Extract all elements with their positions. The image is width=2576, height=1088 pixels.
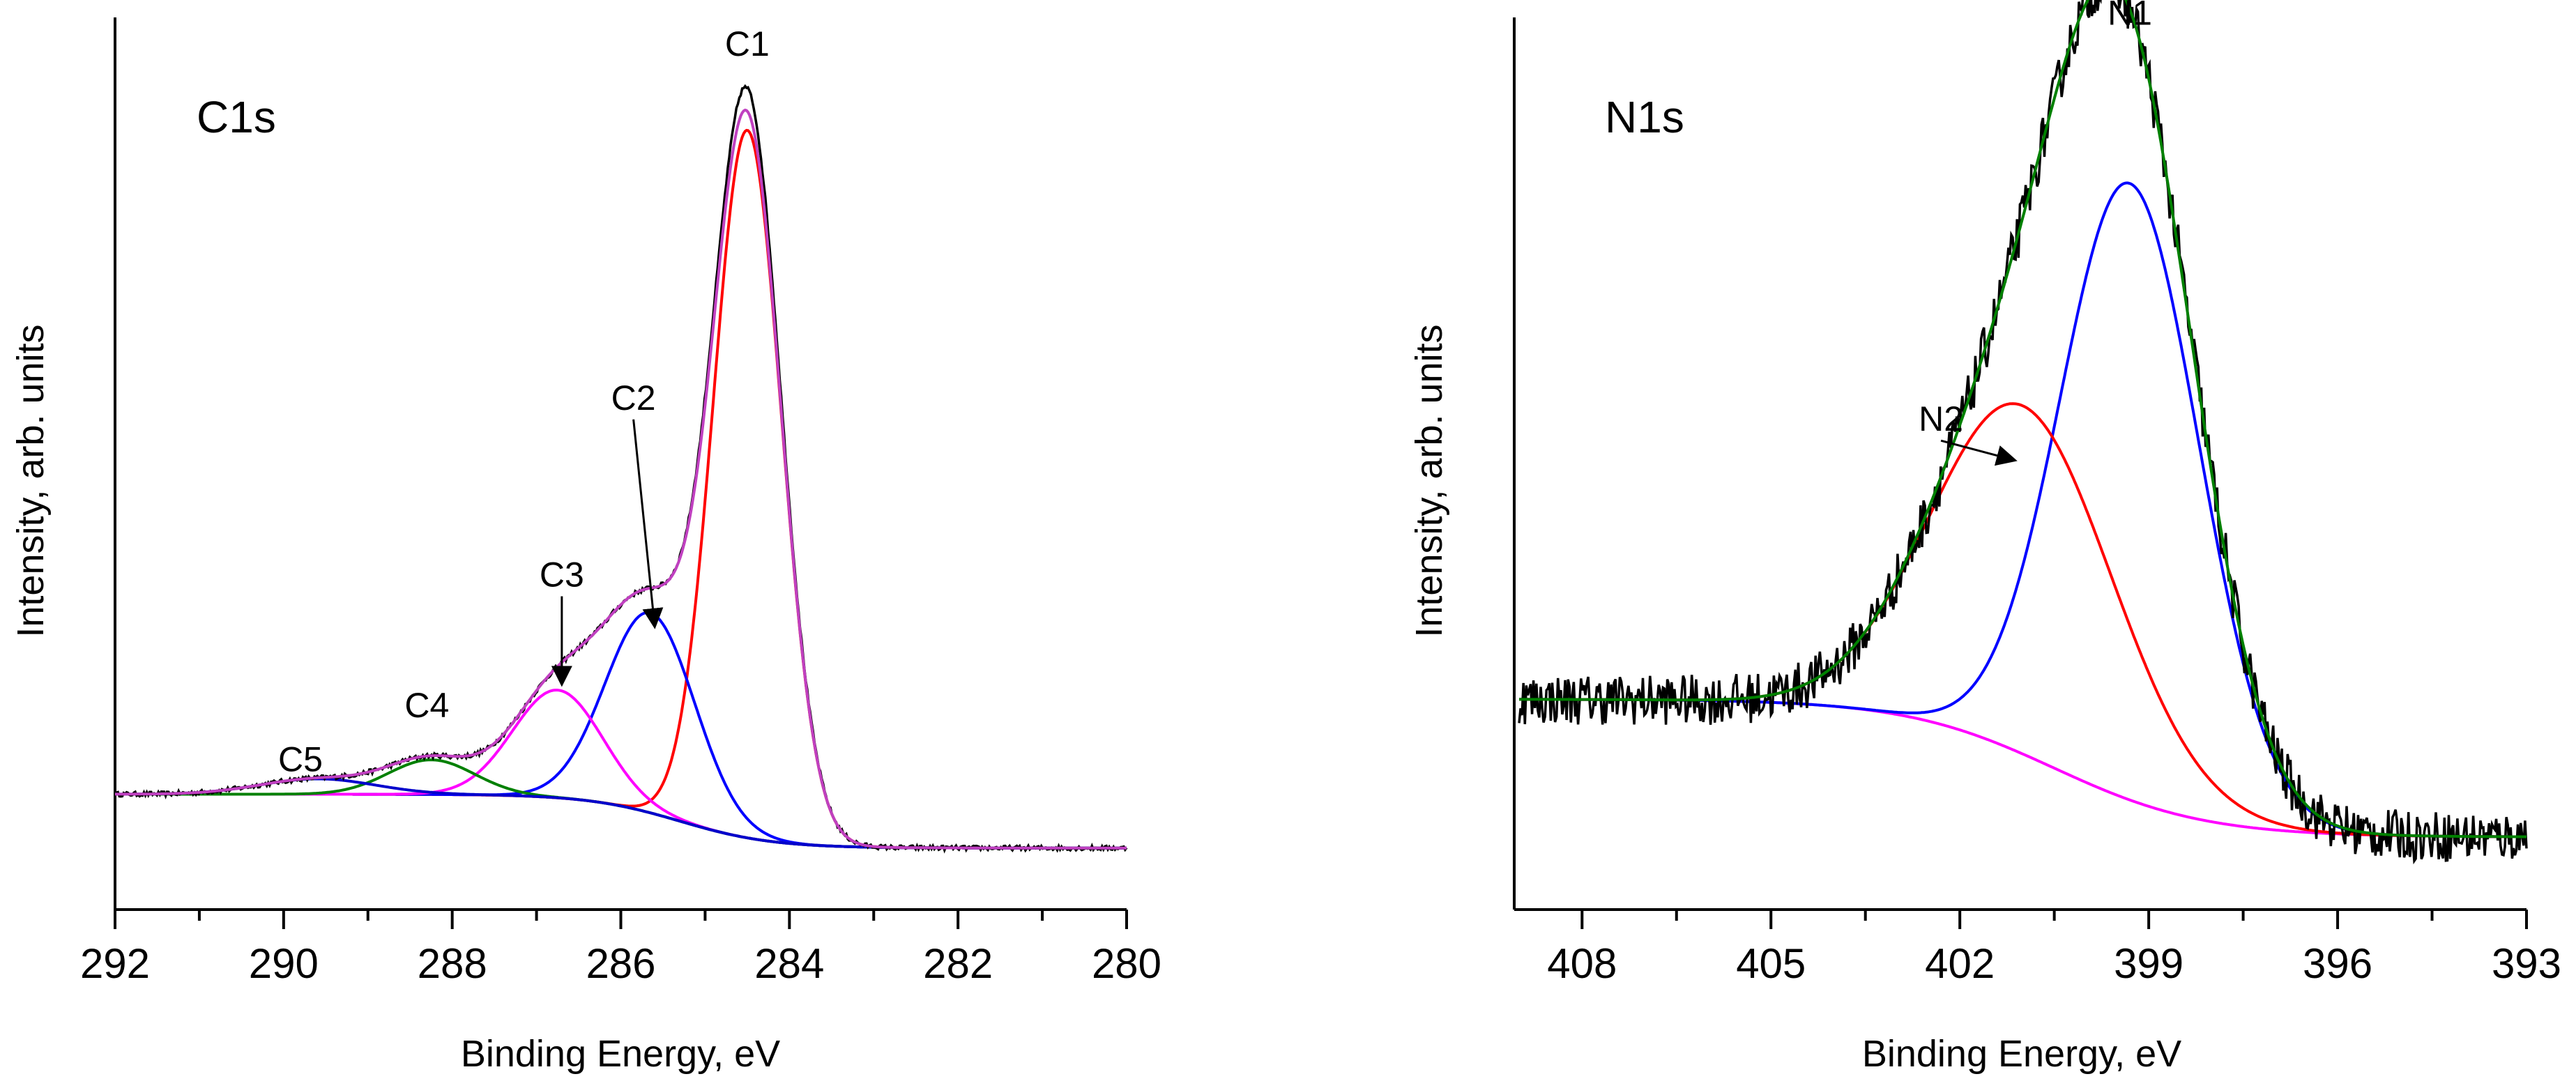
n1s-component-n2 bbox=[1519, 402, 2527, 838]
c1s-panel-title: C1s bbox=[197, 92, 276, 142]
c1s-x-tick-label-286: 286 bbox=[586, 940, 655, 987]
c1s-background-curve bbox=[115, 792, 1127, 850]
c1s-x-tick-label-290: 290 bbox=[249, 940, 319, 987]
c1s-x-tick-label-282: 282 bbox=[923, 940, 993, 987]
c1s-x-ticks: 292 290 288 286 284 282 280 bbox=[80, 910, 1161, 987]
n1s-experimental-spectrum bbox=[1518, 0, 2528, 865]
c1s-peak-label-c3: C3 bbox=[540, 556, 584, 595]
n1s-peak-labels: N1 N2 bbox=[1919, 0, 2152, 466]
n1s-x-tick-label-402: 402 bbox=[1925, 940, 1995, 987]
n1s-peak-arrow-n2 bbox=[1940, 439, 2018, 466]
n1s-component-n1 bbox=[1519, 181, 2527, 838]
c1s-x-tick-label-284: 284 bbox=[754, 940, 824, 987]
c1s-experimental-spectrum bbox=[114, 84, 1128, 854]
n1s-panel-title: N1s bbox=[1605, 92, 1684, 142]
c1s-fit-envelope bbox=[115, 108, 1127, 850]
c1s-peak-arrow-c2 bbox=[632, 419, 664, 629]
n1s-peak-label-n2: N2 bbox=[1919, 399, 1963, 438]
n1s-x-ticks: 408 405 402 399 396 393 bbox=[1547, 910, 2561, 987]
n1s-x-tick-label-399: 399 bbox=[2114, 940, 2183, 987]
c1s-peak-label-c1: C1 bbox=[725, 24, 770, 63]
n1s-peak-label-n1: N1 bbox=[2108, 0, 2152, 32]
c1s-panel: 292 290 288 286 284 282 280 C1 C2 C3 C4 C5 C1s Bin… bbox=[10, 17, 1161, 1075]
n1s-x-tick-label-405: 405 bbox=[1736, 940, 1806, 987]
c1s-x-tick-label-288: 288 bbox=[418, 940, 487, 987]
c1s-x-tick-label-292: 292 bbox=[80, 940, 150, 987]
n1s-background-curve bbox=[1519, 698, 2527, 838]
c1s-peak-labels: C1 C2 C3 C4 C5 bbox=[278, 24, 770, 779]
n1s-x-axis-title: Binding Energy, eV bbox=[1862, 1033, 2181, 1075]
c1s-peak-label-c4: C4 bbox=[404, 686, 449, 725]
n1s-fit-envelope bbox=[1519, 0, 2527, 838]
n1s-x-tick-label-408: 408 bbox=[1547, 940, 1617, 987]
c1s-component-c5 bbox=[115, 777, 1127, 850]
n1s-x-tick-label-396: 396 bbox=[2303, 940, 2372, 987]
c1s-component-c2 bbox=[115, 611, 1127, 850]
c1s-x-axis-title: Binding Energy, eV bbox=[461, 1033, 780, 1075]
n1s-curves bbox=[1518, 0, 2528, 865]
c1s-component-c1 bbox=[115, 128, 1127, 850]
c1s-peak-label-c2: C2 bbox=[611, 378, 656, 417]
c1s-y-axis-title: Intensity, arb. units bbox=[10, 324, 52, 637]
c1s-x-tick-label-280: 280 bbox=[1092, 940, 1161, 987]
c1s-component-c3 bbox=[115, 689, 1127, 850]
c1s-curves bbox=[114, 84, 1128, 854]
n1s-y-axis-title: Intensity, arb. units bbox=[1408, 324, 1450, 637]
c1s-peak-label-c5: C5 bbox=[278, 740, 323, 779]
n1s-x-tick-label-393: 393 bbox=[2492, 940, 2561, 987]
n1s-panel: 408 405 402 399 396 393 N1 N2 N1s Binding Ener… bbox=[1408, 0, 2561, 1075]
